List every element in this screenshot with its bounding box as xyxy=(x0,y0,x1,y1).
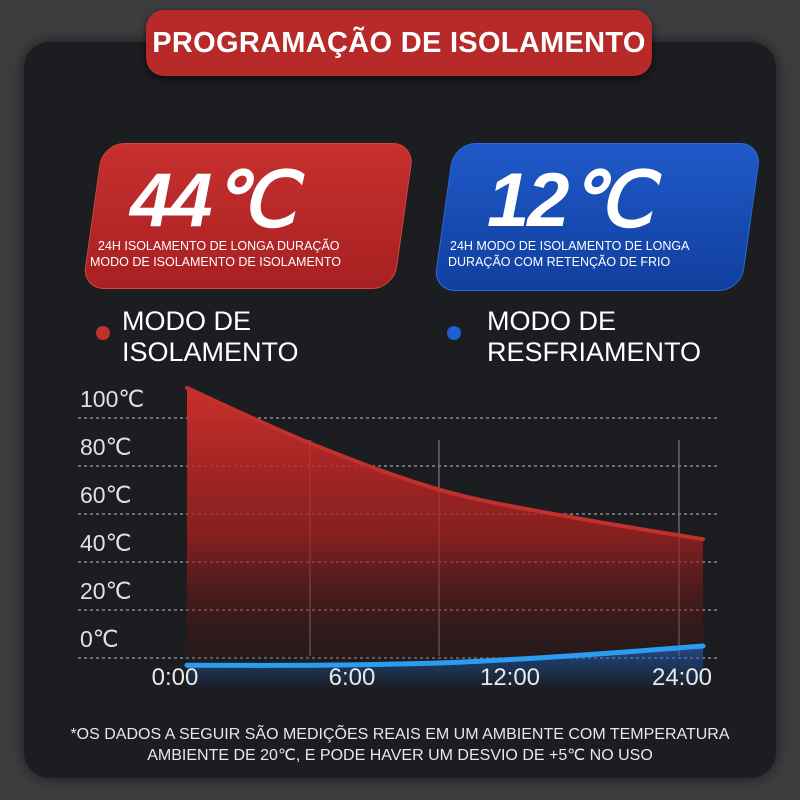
hot-card-line-1: 24H ISOLAMENTO DE LONGA DURAÇÃO xyxy=(98,239,340,253)
legend-hot-label-2: ISOLAMENTO xyxy=(122,337,299,367)
y-tick-label: 20℃ xyxy=(80,578,132,604)
cold-temperature: 12℃ xyxy=(487,158,653,243)
hot-series-area xyxy=(187,388,703,660)
legend-cold-label-2: RESFRIAMENTO xyxy=(487,337,702,367)
cold-card-line-1: 24H MODO DE ISOLAMENTO DE LONGA xyxy=(450,239,690,253)
footnote-line-1: *OS DADOS A SEGUIR SÃO MEDIÇÕES REAIS EM… xyxy=(70,726,730,743)
y-tick-label: 100℃ xyxy=(80,386,145,412)
legend-hot-label-1: MODO DE xyxy=(122,306,252,336)
y-tick-label: 0℃ xyxy=(80,626,119,652)
footnote-line-2: AMBIENTE DE 20℃, E PODE HAVER UM DESVIO … xyxy=(147,747,653,764)
y-tick-label: 60℃ xyxy=(80,482,132,508)
x-tick-label: 0:00 xyxy=(151,664,199,691)
page-title: PROGRAMAÇÃO DE ISOLAMENTO xyxy=(146,10,652,76)
x-tick-label: 12:00 xyxy=(479,664,541,691)
legend-cold-dot xyxy=(447,326,461,340)
y-tick-label: 80℃ xyxy=(80,434,132,460)
legend-hot-dot xyxy=(96,326,110,340)
hot-series-line xyxy=(185,386,705,542)
legend-cold-label-1: MODO DE xyxy=(487,306,617,336)
footnote: *OS DADOS A SEGUIR SÃO MEDIÇÕES REAIS EM… xyxy=(40,724,760,766)
cold-series-line xyxy=(184,643,706,668)
hot-temperature: 44℃ xyxy=(130,158,296,243)
cold-card-line-2: DURAÇÃO COM RETENÇÃO DE FRIO xyxy=(448,255,671,269)
hot-card-line-2: MODO DE ISOLAMENTO DE ISOLAMENTO xyxy=(90,255,341,269)
x-tick-label: 6:00 xyxy=(328,664,376,691)
x-tick-label: 24:00 xyxy=(651,664,713,691)
y-tick-label: 40℃ xyxy=(80,530,132,556)
